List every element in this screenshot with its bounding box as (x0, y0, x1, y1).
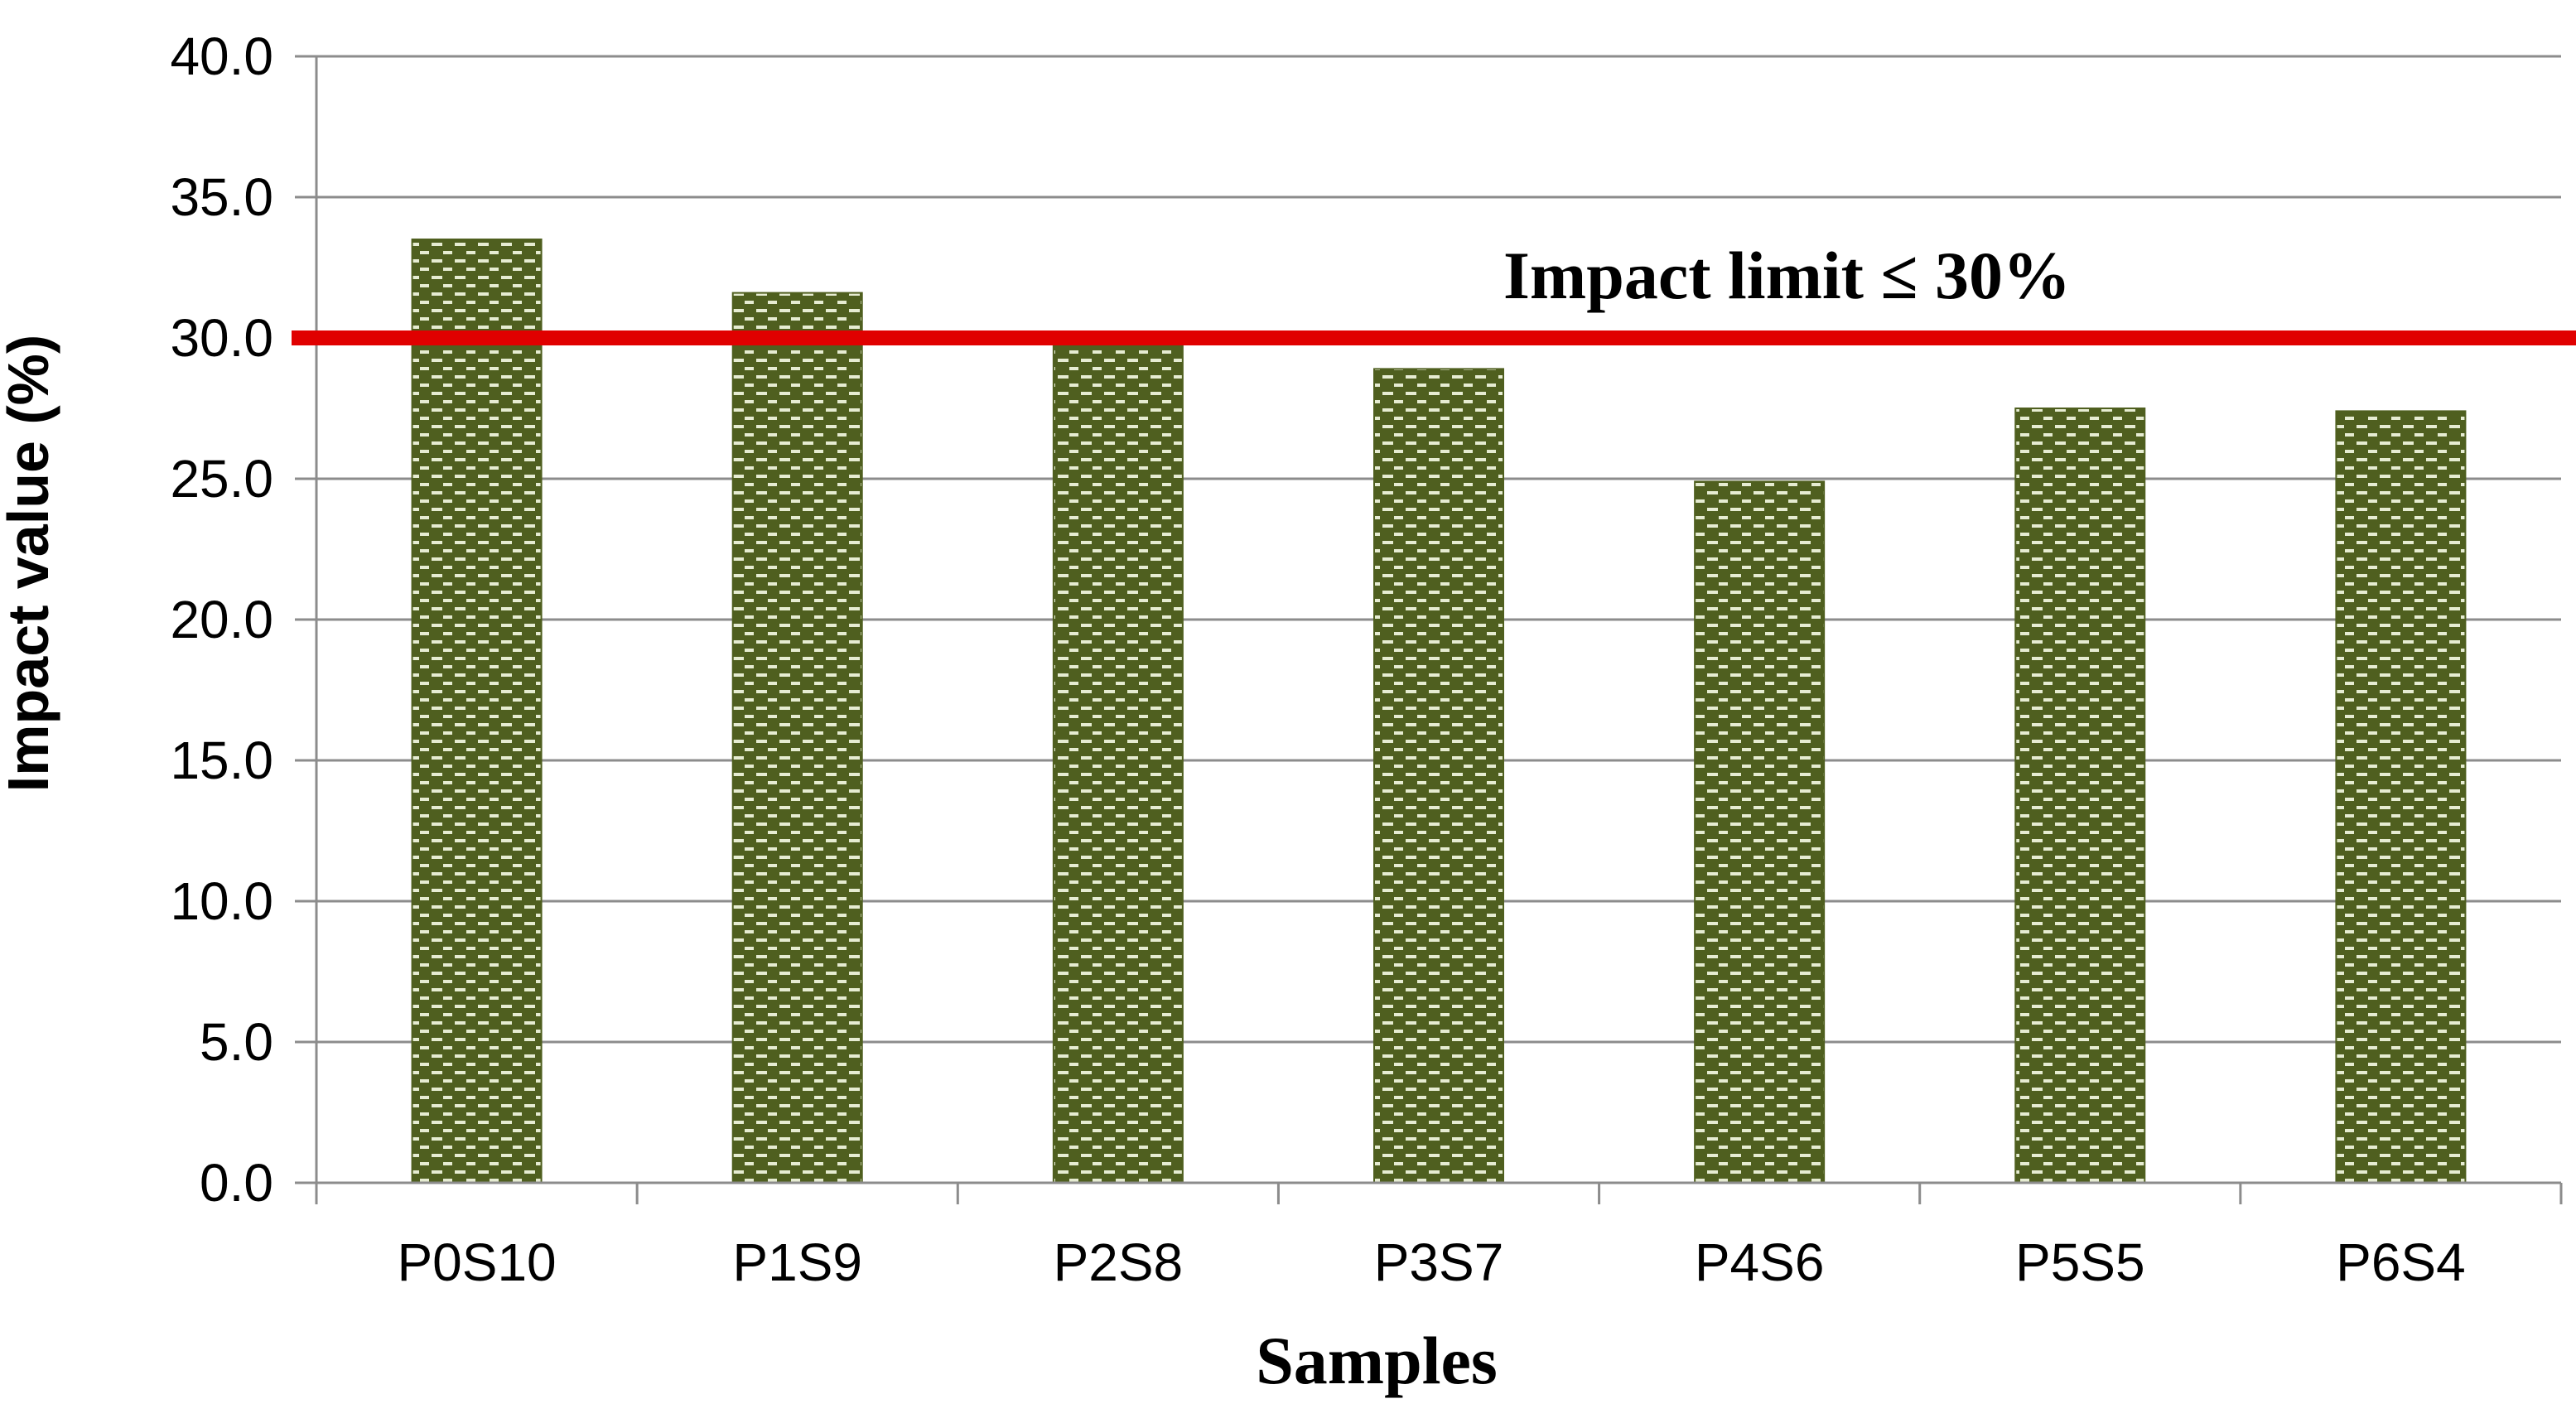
x-tick-label: P6S4 (2336, 1232, 2466, 1292)
x-tick-label: P3S7 (1374, 1232, 1504, 1292)
x-tick-label: P1S9 (732, 1232, 862, 1292)
reference-line-label: Impact limit ≤ 30% (1503, 238, 2071, 313)
bar-p3s7 (1373, 368, 1504, 1184)
y-tick-label: 40.0 (170, 27, 273, 86)
y-tick-label: 0.0 (200, 1153, 273, 1213)
bar-p1s9 (731, 292, 863, 1184)
bar-p2s8 (1052, 331, 1184, 1184)
x-tick-label: P4S6 (1695, 1232, 1825, 1292)
x-tick-label: P0S10 (397, 1232, 556, 1292)
x-tick-label: P5S5 (2015, 1232, 2145, 1292)
y-tick-label: 15.0 (170, 731, 273, 790)
x-tick-label: P2S8 (1054, 1232, 1184, 1292)
bar-p6s4 (2335, 410, 2467, 1184)
y-tick-label: 30.0 (170, 308, 273, 368)
y-tick-label: 10.0 (170, 871, 273, 931)
x-axis-title: Samples (1256, 1323, 1498, 1398)
y-tick-label: 35.0 (170, 167, 273, 227)
bar-p5s5 (2014, 408, 2146, 1184)
y-tick-label: 5.0 (200, 1012, 273, 1072)
axes: 0.0 5.0 10.0 15.0 20.0 25.0 30.0 35.0 40.0 P0S10 P… (170, 27, 2563, 1292)
y-tick-label: 20.0 (170, 590, 273, 649)
bar-p4s6 (1694, 480, 1826, 1184)
y-axis-title: Impact value (%) (0, 335, 60, 792)
bars (411, 239, 2467, 1184)
y-tick-label: 25.0 (170, 449, 273, 509)
bar-p0s10 (411, 239, 543, 1184)
